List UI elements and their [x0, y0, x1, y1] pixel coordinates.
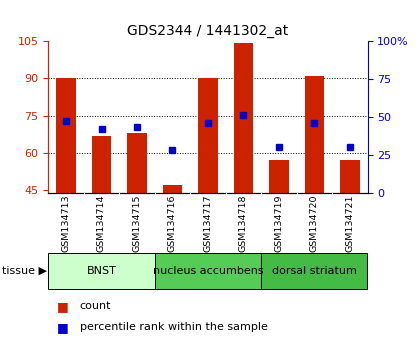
Text: GSM134714: GSM134714: [97, 194, 106, 252]
Text: ■: ■: [57, 321, 68, 334]
Bar: [198, 78, 218, 193]
Bar: [304, 76, 324, 193]
Text: ■: ■: [57, 300, 68, 313]
Text: nucleus accumbens: nucleus accumbens: [152, 266, 263, 276]
Bar: [56, 78, 76, 193]
Text: BNST: BNST: [87, 266, 116, 276]
Text: GSM134720: GSM134720: [310, 194, 319, 252]
Text: GSM134717: GSM134717: [203, 194, 213, 252]
Bar: [163, 185, 182, 193]
Bar: [92, 136, 111, 193]
Text: GSM134718: GSM134718: [239, 194, 248, 252]
Text: GSM134715: GSM134715: [132, 194, 142, 252]
Text: percentile rank within the sample: percentile rank within the sample: [80, 322, 268, 332]
Bar: [261, 253, 368, 289]
Bar: [340, 160, 360, 193]
Text: GSM134713: GSM134713: [62, 194, 71, 252]
Bar: [127, 133, 147, 193]
Title: GDS2344 / 1441302_at: GDS2344 / 1441302_at: [127, 24, 289, 38]
Text: count: count: [80, 301, 111, 311]
Bar: [234, 43, 253, 193]
Bar: [48, 253, 155, 289]
Bar: [155, 253, 261, 289]
Bar: [269, 160, 289, 193]
Text: tissue ▶: tissue ▶: [2, 266, 47, 276]
Text: GSM134716: GSM134716: [168, 194, 177, 252]
Text: GSM134721: GSM134721: [345, 194, 354, 252]
Text: dorsal striatum: dorsal striatum: [272, 266, 357, 276]
Text: GSM134719: GSM134719: [274, 194, 284, 252]
